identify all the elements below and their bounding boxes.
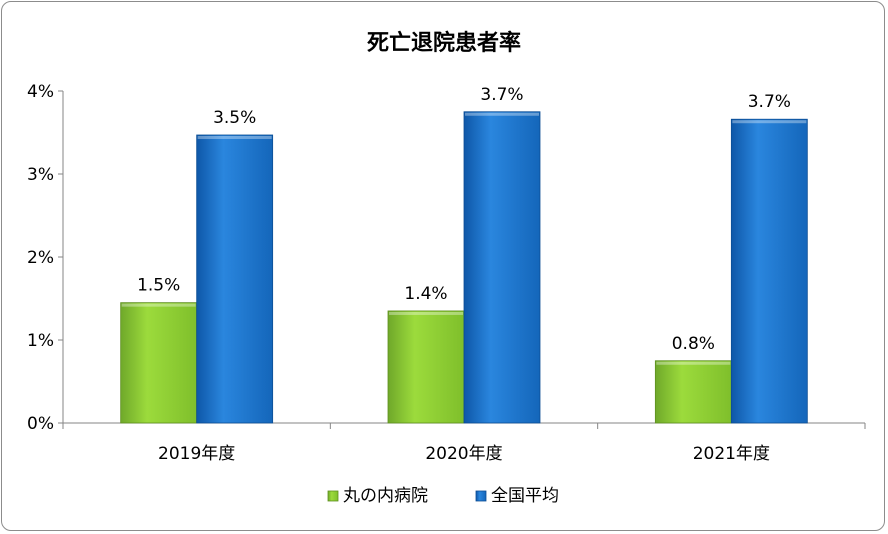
x-axis: 2019年度 2020年度 2021年度: [62, 422, 866, 464]
data-label: 3.5%: [213, 108, 256, 128]
y-tick-label: 1%: [27, 331, 54, 351]
data-label: 3.7%: [748, 92, 791, 112]
bar-highlight: [197, 135, 272, 139]
data-label: 1.5%: [137, 276, 180, 296]
y-axis: 0% 1% 2% 3% 4%: [27, 82, 64, 434]
y-tick-label: 4%: [27, 82, 54, 102]
data-label: 3.7%: [480, 85, 523, 105]
legend-label: 丸の内病院: [343, 486, 428, 506]
legend-label: 全国平均: [491, 486, 559, 506]
bar-marunouchi: [387, 310, 465, 424]
y-tick-label: 2%: [27, 248, 54, 268]
y-tick-label: 3%: [27, 165, 54, 185]
bar-highlight: [389, 311, 463, 315]
legend: 丸の内病院 全国平均: [327, 486, 559, 506]
bar-marunouchi: [654, 360, 732, 424]
bar-national-average: [730, 118, 808, 424]
x-tick-label: 2020年度: [425, 444, 502, 464]
bars: [120, 111, 808, 424]
x-tick-label: 2021年度: [693, 444, 770, 464]
data-label: 1.4%: [404, 284, 447, 304]
bar-highlight: [656, 361, 731, 365]
bar-marunouchi: [120, 302, 198, 424]
bar-highlight: [732, 120, 807, 124]
bar-national-average: [463, 111, 541, 424]
legend-swatch: [475, 490, 487, 502]
bar-national-average: [196, 134, 274, 424]
bar-highlight: [121, 303, 196, 307]
legend-swatch: [327, 490, 339, 502]
y-tick-label: 0%: [27, 414, 54, 434]
data-labels: 1.5% 3.5% 1.4% 3.7% 0.8% 3.7%: [137, 85, 791, 354]
chart-title: 死亡退院患者率: [367, 30, 521, 56]
bar-highlight: [465, 112, 539, 116]
data-label: 0.8%: [672, 334, 715, 354]
x-tick-label: 2019年度: [158, 444, 235, 464]
